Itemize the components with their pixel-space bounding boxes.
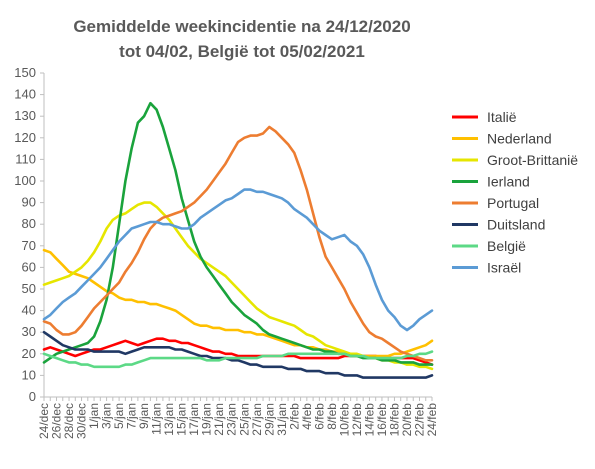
legend-item: Nederland	[452, 131, 552, 147]
x-tick-label: 6/feb	[312, 403, 326, 430]
x-tick-label: 19/jan	[200, 403, 214, 436]
y-tick-label: 20	[22, 346, 36, 361]
legend-item: Portugal	[452, 195, 539, 211]
legend-label: Duitsland	[487, 217, 545, 233]
x-tick-label: 27/jan	[250, 403, 264, 436]
legend-item: Groot-Brittanië	[452, 152, 578, 168]
x-tick-label: 22/feb	[412, 403, 426, 437]
series-line	[42, 330, 434, 379]
y-tick-label: 100	[14, 173, 36, 188]
y-tick-label: 140	[14, 87, 36, 102]
x-tick-label: 23/jan	[225, 403, 239, 436]
series-line	[42, 188, 434, 332]
legend-item: België	[452, 238, 526, 254]
x-tick-label: 24/feb	[425, 403, 439, 437]
chart-title-line-1: Gemiddelde weekincidentie na 24/12/2020	[73, 17, 410, 36]
x-tick-label: 12/feb	[350, 403, 364, 437]
legend-label: Nederland	[487, 131, 552, 147]
x-tick-label: 4/feb	[300, 403, 314, 430]
y-tick-label: 50	[22, 281, 36, 296]
x-tick-label: 3/jan	[100, 403, 114, 429]
x-tick-label: 24/dec	[37, 403, 51, 439]
x-tick-label: 14/feb	[362, 403, 376, 437]
y-tick-label: 0	[29, 389, 36, 404]
y-tick-label: 60	[22, 259, 36, 274]
x-tick-label: 20/feb	[400, 403, 414, 437]
x-tick-label: 31/jan	[275, 403, 289, 436]
series-line	[42, 201, 434, 371]
legend: Italië Nederland Groot-Brittanië Ierland Por…	[452, 109, 578, 276]
series-lines	[42, 101, 434, 379]
legend-item: Ierland	[452, 174, 530, 190]
x-tick-label: 8/feb	[325, 403, 339, 430]
x-tick-label: 18/feb	[387, 403, 401, 437]
x-tick-label: 15/jan	[175, 403, 189, 436]
y-tick-label: 130	[14, 108, 36, 123]
y-tick-label: 110	[15, 151, 36, 166]
legend-label: Israël	[487, 260, 521, 276]
x-tick-label: 17/jan	[187, 403, 201, 436]
x-tick-label: 16/feb	[375, 403, 389, 437]
x-tick-label: 13/jan	[162, 403, 176, 436]
x-tick-label: 25/jan	[237, 403, 251, 436]
x-tick-label: 29/jan	[262, 403, 276, 436]
x-tick-label: 11/jan	[150, 403, 164, 435]
y-tick-label: 150	[14, 65, 36, 80]
x-tick-label: 9/jan	[137, 403, 151, 429]
x-tick-label: 1/jan	[87, 403, 101, 429]
y-tick-label: 120	[14, 130, 36, 145]
legend-item: Italië	[452, 109, 517, 125]
x-tick-label: 26/dec	[50, 403, 64, 439]
legend-label: Portugal	[487, 195, 539, 211]
y-tick-label: 80	[22, 216, 36, 231]
x-tick-label: 10/feb	[337, 403, 351, 437]
y-tick-label: 40	[22, 303, 36, 318]
y-tick-label: 70	[22, 238, 36, 253]
legend-label: Ierland	[487, 174, 530, 190]
x-tick-label: 21/jan	[212, 403, 226, 436]
legend-label: België	[487, 238, 526, 254]
legend-label: Groot-Brittanië	[487, 152, 578, 168]
legend-item: Duitsland	[452, 217, 545, 233]
series-line	[42, 350, 434, 369]
chart-title-line-2: tot 04/02, België tot 05/02/2021	[119, 42, 365, 61]
y-tick-label: 90	[22, 195, 36, 210]
x-tick-label: 7/jan	[125, 403, 139, 429]
y-tick-label: 30	[22, 324, 36, 339]
series-line	[42, 125, 434, 362]
x-tick-label: 2/feb	[287, 403, 301, 430]
axes: 0 10 20 30 40 50 60 70 80 90 100 110 120 130 140 150 24/…	[14, 65, 439, 439]
x-tick-label: 30/dec	[75, 403, 89, 439]
legend-label: Italië	[487, 109, 517, 125]
y-tick-label: 10	[22, 367, 36, 382]
x-tick-label: 5/jan	[112, 403, 126, 429]
x-tick-label: 28/dec	[62, 403, 76, 439]
legend-item: Israël	[452, 260, 521, 276]
